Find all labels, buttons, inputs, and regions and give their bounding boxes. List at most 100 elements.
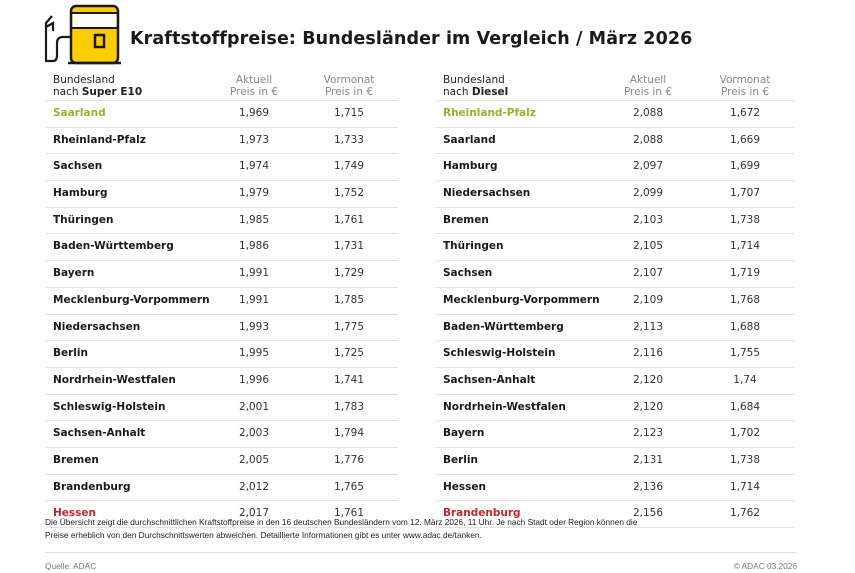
current-price: 2,017 bbox=[238, 507, 270, 520]
state-name: Sachsen bbox=[53, 160, 103, 173]
table-header: Bundesland nach Diesel Aktuell Preis in … bbox=[435, 72, 795, 101]
header-label: Bundesland bbox=[53, 74, 115, 86]
table-row: Mecklenburg-Vorpommern 2,109 1,768 bbox=[435, 288, 795, 315]
state-name: Hamburg bbox=[443, 160, 498, 173]
header-label: Bundesland bbox=[443, 74, 505, 86]
current-price: 1,995 bbox=[238, 347, 270, 360]
table-row: Thüringen 1,985 1,761 bbox=[45, 208, 398, 235]
column-header-bundesland: Bundesland nach Diesel bbox=[443, 74, 508, 98]
previous-month-price: 1,785 bbox=[333, 293, 365, 306]
state-name: Bayern bbox=[53, 267, 95, 280]
previous-month-price: 1,741 bbox=[333, 373, 365, 386]
table-row: Baden-Württemberg 1,986 1,731 bbox=[45, 234, 398, 262]
fuel-type-label: Diesel bbox=[471, 86, 509, 98]
header-unit: Preis in € bbox=[720, 86, 769, 98]
table-row: Hessen 2,136 1,714 bbox=[435, 475, 795, 502]
state-name: Schleswig-Holstein bbox=[443, 347, 556, 360]
previous-month-price: 1,783 bbox=[333, 400, 365, 413]
state-name: Sachsen-Anhalt bbox=[443, 373, 536, 386]
table-row: Hamburg 1,979 1,752 bbox=[45, 181, 398, 208]
current-price: 2,107 bbox=[632, 267, 664, 280]
previous-month-price: 1,684 bbox=[729, 400, 761, 413]
state-name: Sachsen bbox=[443, 267, 493, 280]
table-row: Schleswig-Holstein 2,116 1,755 bbox=[435, 341, 795, 368]
previous-month-price: 1,672 bbox=[729, 107, 761, 119]
header-unit: Preis in € bbox=[229, 86, 278, 98]
current-price: 1,979 bbox=[238, 187, 270, 200]
table-header: Bundesland nach Super E10 Aktuell Preis … bbox=[45, 72, 398, 101]
previous-month-price: 1,749 bbox=[333, 160, 365, 173]
header-label: Vormonat bbox=[719, 74, 771, 86]
previous-month-price: 1,733 bbox=[333, 133, 365, 146]
column-header-vormonat: Vormonat Preis in € bbox=[700, 74, 790, 98]
table-row: Hessen 2,017 1,761 bbox=[45, 501, 398, 528]
table-row: Niedersachsen 1,993 1,775 bbox=[45, 315, 398, 342]
previous-month-price: 1,731 bbox=[333, 240, 365, 253]
copyright: © ADAC 03.2026 bbox=[733, 561, 797, 571]
footnote-line: Preise erheblich von den Durchschnittswe… bbox=[45, 529, 482, 540]
header-label: Aktuell bbox=[629, 74, 667, 86]
header-unit: Preis in € bbox=[324, 86, 373, 98]
table-row: Sachsen 2,107 1,719 bbox=[435, 261, 795, 288]
previous-month-price: 1,738 bbox=[729, 453, 761, 466]
previous-month-price: 1,719 bbox=[729, 267, 761, 280]
state-name: Niedersachsen bbox=[443, 187, 531, 200]
state-name: Baden-Württemberg bbox=[443, 320, 564, 333]
current-price: 1,969 bbox=[238, 107, 270, 119]
state-name: Bremen bbox=[53, 453, 99, 466]
current-price: 2,109 bbox=[632, 293, 664, 306]
state-name: Thüringen bbox=[53, 213, 114, 226]
state-name: Saarland bbox=[53, 107, 106, 119]
divider bbox=[45, 552, 797, 553]
previous-month-price: 1,762 bbox=[729, 507, 761, 520]
current-price: 1,996 bbox=[238, 373, 270, 386]
previous-month-price: 1,775 bbox=[333, 320, 365, 333]
previous-month-price: 1,725 bbox=[333, 347, 365, 360]
previous-month-price: 1,714 bbox=[729, 480, 761, 493]
previous-month-price: 1,738 bbox=[729, 213, 761, 226]
table-row: Saarland 1,969 1,715 bbox=[45, 101, 398, 128]
table-super-e10: Bundesland nach Super E10 Aktuell Preis … bbox=[45, 72, 398, 528]
current-price: 2,012 bbox=[238, 480, 270, 493]
table-row: Sachsen-Anhalt 2,120 1,74 bbox=[435, 368, 795, 395]
previous-month-price: 1,776 bbox=[333, 453, 365, 466]
state-name: Bremen bbox=[443, 213, 489, 226]
current-price: 2,136 bbox=[632, 480, 664, 493]
previous-month-price: 1,768 bbox=[729, 293, 761, 306]
fuel-pump-icon bbox=[44, 4, 121, 65]
previous-month-price: 1,794 bbox=[333, 427, 365, 440]
state-name: Hamburg bbox=[53, 187, 108, 200]
footnote: Die Übersicht zeigt die durchschnittlich… bbox=[45, 516, 805, 541]
state-name: Bayern bbox=[443, 427, 485, 440]
previous-month-price: 1,699 bbox=[729, 160, 761, 173]
current-price: 1,974 bbox=[238, 160, 270, 173]
table-row: Thüringen 2,105 1,714 bbox=[435, 234, 795, 262]
table-row: Mecklenburg-Vorpommern 1,991 1,785 bbox=[45, 288, 398, 315]
previous-month-price: 1,765 bbox=[333, 480, 365, 493]
current-price: 1,991 bbox=[238, 267, 270, 280]
table-row: Nordrhein-Westfalen 2,120 1,684 bbox=[435, 395, 795, 422]
current-price: 2,001 bbox=[238, 400, 270, 413]
state-name: Baden-Württemberg bbox=[53, 240, 174, 253]
state-name: Berlin bbox=[443, 453, 478, 466]
previous-month-price: 1,702 bbox=[729, 427, 761, 440]
table-row: Brandenburg 2,156 1,762 bbox=[435, 501, 795, 528]
state-name: Hessen bbox=[443, 480, 487, 493]
current-price: 2,005 bbox=[238, 453, 270, 466]
state-name: Mecklenburg-Vorpommern bbox=[53, 293, 210, 306]
current-price: 2,120 bbox=[632, 373, 664, 386]
table-row: Berlin 2,131 1,738 bbox=[435, 448, 795, 475]
header-label: nach bbox=[443, 86, 472, 98]
source: Quelle: ADAC bbox=[45, 561, 97, 571]
table-row: Bremen 2,005 1,776 bbox=[45, 448, 398, 475]
page-title: Kraftstoffpreise: Bundesländer im Vergle… bbox=[130, 29, 693, 49]
previous-month-price: 1,761 bbox=[333, 213, 365, 226]
previous-month-price: 1,729 bbox=[333, 267, 365, 280]
previous-month-price: 1,752 bbox=[333, 187, 365, 200]
table-row: Sachsen 1,974 1,749 bbox=[45, 154, 398, 182]
column-header-vormonat: Vormonat Preis in € bbox=[304, 74, 394, 98]
current-price: 1,991 bbox=[238, 293, 270, 306]
table-row: Saarland 2,088 1,669 bbox=[435, 128, 795, 155]
table-row: Hamburg 2,097 1,699 bbox=[435, 154, 795, 182]
footnote-line: Die Übersicht zeigt die durchschnittlich… bbox=[45, 517, 638, 527]
